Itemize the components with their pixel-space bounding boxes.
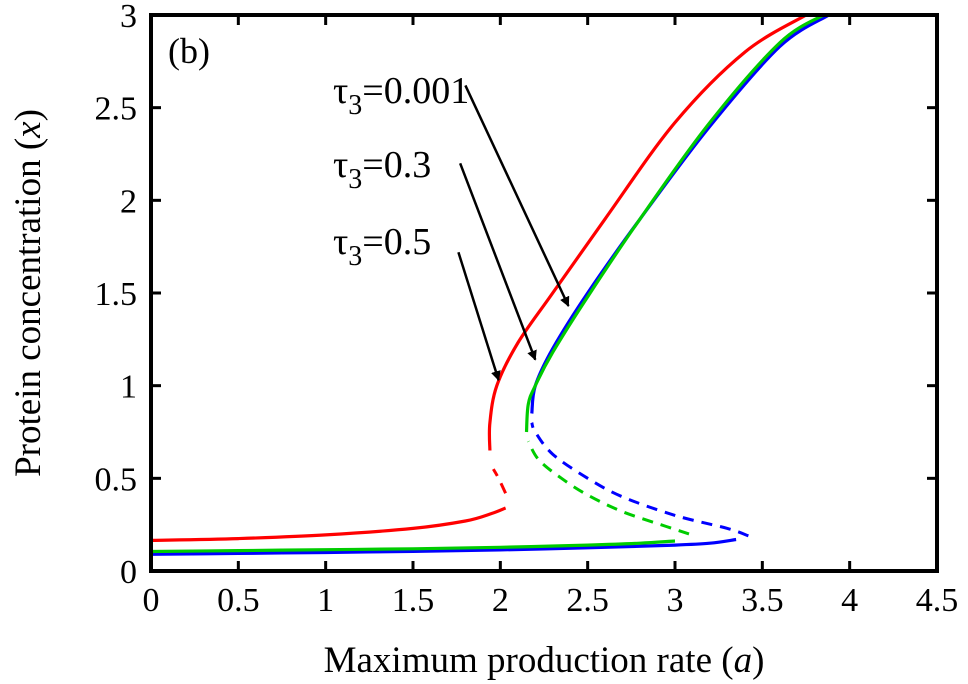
y-axis-label: Protein concentration (x) xyxy=(8,109,49,477)
x-tick-label-4: 2 xyxy=(492,582,509,619)
series-2-unstable-branch xyxy=(492,468,507,494)
y-tick-label-0: 0 xyxy=(120,554,137,591)
series-0-stable-high-branch xyxy=(530,13,830,414)
series-layer xyxy=(150,13,830,556)
x-tick-label-1: 0.5 xyxy=(217,582,260,619)
x-tick-label-0: 0 xyxy=(143,582,160,619)
x-tick-label-9: 4.5 xyxy=(916,582,959,619)
series-2-stable-high-branch xyxy=(487,13,807,451)
tick-labels: 0 0.5 1 1.5 2 2.5 3 3.5 4 4.5 0 0.5 1 1.5 2 2.5 3 xyxy=(95,0,959,619)
annotation-arrow-2 xyxy=(457,251,501,382)
series-1-unstable-branch xyxy=(526,440,690,536)
y-tick-label-1: 0.5 xyxy=(95,461,138,498)
x-tick-label-2: 1 xyxy=(317,582,334,619)
series-0-unstable-branch xyxy=(530,422,749,538)
series-2-stable-low-branch xyxy=(150,506,507,542)
x-tick-label-6: 3 xyxy=(667,582,684,619)
series-0-stable-low-branch xyxy=(150,537,737,556)
x-tick-label-8: 4 xyxy=(841,582,858,619)
series-1-stable-high-branch xyxy=(524,13,825,433)
panel-label: (b) xyxy=(168,31,210,71)
y-tick-label-3: 1.5 xyxy=(95,276,138,313)
annotation-label-1: τ3=0.3 xyxy=(333,144,431,195)
y-tick-label-4: 2 xyxy=(120,183,137,220)
annotation-arrow-1 xyxy=(458,162,537,361)
y-tick-label-2: 1 xyxy=(120,369,137,406)
annotations: τ3=0.001 τ3=0.3 τ3=0.5 xyxy=(333,70,570,382)
x-axis-label: Maximum production rate (a) xyxy=(324,640,765,681)
annotation-arrow-0 xyxy=(464,84,570,307)
annotation-label-0: τ3=0.001 xyxy=(333,70,469,121)
x-tick-label-3: 1.5 xyxy=(392,582,435,619)
axis-ticks xyxy=(149,13,939,573)
y-tick-label-5: 2.5 xyxy=(95,91,138,128)
x-tick-label-7: 3.5 xyxy=(741,582,784,619)
annotation-label-2: τ3=0.5 xyxy=(333,221,431,272)
y-tick-label-6: 3 xyxy=(120,0,137,35)
x-tick-label-5: 2.5 xyxy=(566,582,609,619)
series-1-stable-low-branch xyxy=(150,539,676,554)
plot-frame xyxy=(149,13,939,573)
